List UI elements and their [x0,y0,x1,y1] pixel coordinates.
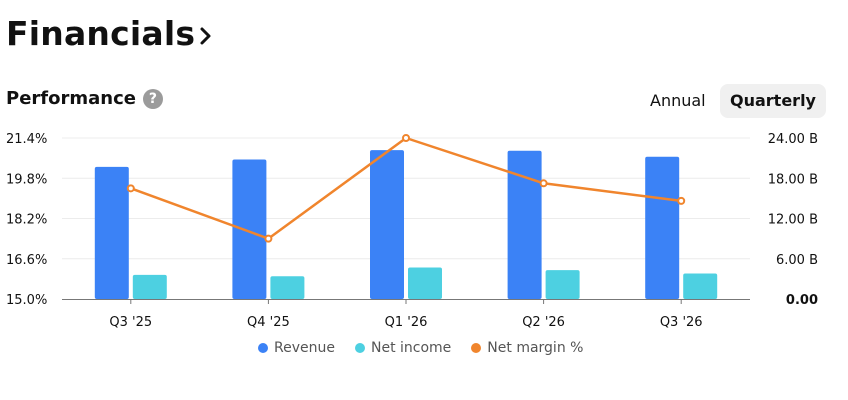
revenue-bar [232,159,267,299]
net-income-bar [270,276,305,299]
legend-label-revenue: Revenue [274,340,335,356]
net-income-legend-dot [354,343,365,353]
chevron-right-icon [200,27,211,44]
revenue-bar [94,166,129,299]
financials-title-link[interactable]: Financials [6,14,213,53]
page-title: Financials [6,14,196,53]
revenue-bar [370,150,404,299]
left-axis-tick-label: 16.6% [6,253,47,268]
section-title: Performance [6,88,136,109]
x-axis-tick-label: Q2 '26 [522,315,565,330]
net-income-bar [683,273,718,299]
x-axis-tick-label: Q4 '25 [247,315,290,330]
net-margin-point [677,196,686,205]
net-margin-line [130,136,682,240]
right-axis-tick-label: 18.00 B [768,172,818,187]
net-margin-point [539,179,548,188]
left-axis-tick-label: 15.0% [6,293,47,308]
x-axis-tick-label: Q3 '26 [660,315,703,330]
net-income-bar [408,267,442,299]
net-margin-point [264,234,273,243]
net-income-bar [132,274,167,299]
legend-item-net-margin[interactable]: Net margin % [471,340,583,356]
right-axis-tick-label: 24.00 B [768,132,818,147]
net-margin-point [402,134,410,142]
right-axis-tick-label: 0.00 [786,293,818,308]
right-axis-tick-label: 6.00 B [776,253,818,268]
net-margin-point [126,184,135,193]
left-axis-tick-label: 18.2% [6,213,47,228]
net-income-bar [545,270,580,299]
annual-toggle-button[interactable]: Annual [650,91,706,110]
legend-label-net-income: Net income [370,340,452,356]
right-axis-tick-label: 12.00 B [768,213,818,228]
legend-item-revenue[interactable]: Revenue [258,340,335,356]
revenue-bar [507,150,542,299]
net-margin-legend-dot [471,343,482,353]
left-axis-tick-label: 21.4% [6,132,47,147]
left-axis-tick-label: 19.8% [6,172,47,187]
legend-item-net-income[interactable]: Net income [354,340,452,356]
chart-legend: Revenue Net income Net margin % [258,340,603,356]
quarterly-toggle-button[interactable]: Quarterly [720,84,826,118]
help-icon[interactable]: ? [142,88,163,109]
x-axis-tick-label: Q3 '25 [109,315,152,330]
legend-label-net-margin: Net margin % [487,340,584,356]
revenue-legend-dot [258,343,268,353]
x-axis-tick-label: Q1 '26 [385,315,428,330]
revenue-bar [645,156,680,299]
